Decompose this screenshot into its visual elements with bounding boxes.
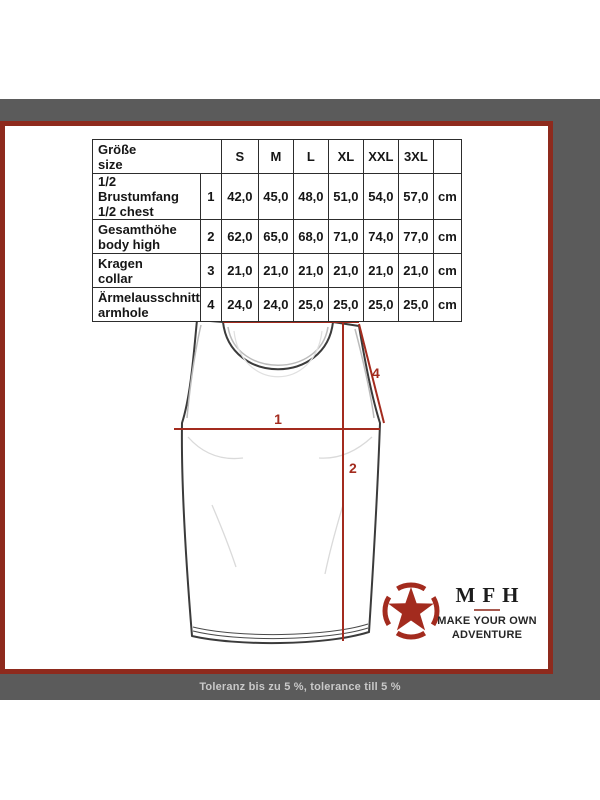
- unit-cell: cm: [432, 253, 462, 288]
- row-label-cell: Ärmelausschnitt armhole: [92, 287, 201, 322]
- value-cell: 51,0: [327, 173, 364, 220]
- row-label-de: Gesamthöhe: [98, 221, 177, 237]
- row-label-cell: 1/2 Brustumfang 1/2 chest: [92, 173, 201, 220]
- red-border-panel: 3 4 1 2 Größe: [0, 121, 553, 674]
- value-cell: 21,0: [257, 253, 294, 288]
- size-table: Größe size S M L XL XXL 3XL 1/2 Brustumf…: [92, 139, 462, 322]
- star-emblem-icon: [382, 582, 440, 640]
- size-header-en: size: [98, 156, 123, 172]
- table-row-armhole: Ärmelausschnitt armhole 4 24,0 24,0 25,0…: [92, 287, 462, 322]
- value-cell: 21,0: [362, 253, 399, 288]
- value-cell: 25,0: [292, 287, 329, 322]
- value-cell: 62,0: [220, 219, 259, 254]
- size-column-header: L: [292, 139, 329, 174]
- row-label-de: Ärmelausschnitt: [98, 289, 200, 305]
- value-cell: 24,0: [257, 287, 294, 322]
- tolerance-note: Toleranz bis zu 5 %, tolerance till 5 %: [199, 681, 401, 693]
- size-header-de: Größe: [98, 141, 137, 157]
- value-cell: 74,0: [362, 219, 399, 254]
- value-cell: 57,0: [397, 173, 434, 220]
- value-cell: 65,0: [257, 219, 294, 254]
- row-label-en: collar: [98, 270, 133, 286]
- wrinkle-line: [187, 436, 244, 460]
- mfh-logo: MFH MAKE YOUR OWN ADVENTURE: [435, 585, 539, 642]
- row-number-cell: 1: [199, 173, 222, 220]
- measurement-label-chest: 1: [274, 411, 282, 427]
- unit-column-header: [432, 139, 462, 174]
- unit-cell: cm: [432, 219, 462, 254]
- row-label-en: body high: [98, 236, 161, 252]
- value-cell: 68,0: [292, 219, 329, 254]
- row-number-cell: 2: [199, 219, 222, 254]
- value-cell: 42,0: [220, 173, 259, 220]
- value-cell: 21,0: [220, 253, 259, 288]
- measurement-line-armhole: [358, 323, 385, 424]
- value-cell: 25,0: [362, 287, 399, 322]
- measurement-label-armhole: 4: [372, 365, 380, 381]
- table-header-row: Größe size S M L XL XXL 3XL: [92, 139, 462, 174]
- value-cell: 25,0: [327, 287, 364, 322]
- hem-stitch-line: [192, 627, 369, 640]
- unit-cell: cm: [432, 287, 462, 322]
- left-armhole-inner-line: [186, 324, 202, 419]
- neckband-inner-line: [227, 326, 329, 366]
- value-cell: 21,0: [327, 253, 364, 288]
- value-cell: 54,0: [362, 173, 399, 220]
- value-cell: 21,0: [397, 253, 434, 288]
- row-label-de: Kragen: [98, 255, 143, 271]
- value-cell: 24,0: [220, 287, 259, 322]
- row-label-en: armhole: [98, 304, 149, 320]
- row-label-cell: Gesamthöhe body high: [92, 219, 201, 254]
- table-row-chest: 1/2 Brustumfang 1/2 chest 1 42,0 45,0 48…: [92, 173, 462, 220]
- wrinkle-line: [324, 504, 344, 575]
- table-row-body-height: Gesamthöhe body high 2 62,0 65,0 68,0 71…: [92, 219, 462, 254]
- row-label-cell: Kragen collar: [92, 253, 201, 288]
- value-cell: 71,0: [327, 219, 364, 254]
- measurement-label-height: 2: [349, 460, 357, 476]
- tank-top-diagram: 3 4 1 2: [174, 304, 440, 645]
- unit-cell: cm: [432, 173, 462, 220]
- wrinkle-line: [211, 504, 237, 568]
- size-column-header: XL: [327, 139, 364, 174]
- wrinkle-line: [318, 436, 373, 459]
- hem-stitch-line: [192, 623, 369, 636]
- size-column-header: M: [257, 139, 294, 174]
- value-cell: 21,0: [292, 253, 329, 288]
- value-cell: 48,0: [292, 173, 329, 220]
- value-cell: 45,0: [257, 173, 294, 220]
- size-header-cell: Größe size: [92, 139, 222, 174]
- neckline-shadow-line: [233, 330, 323, 378]
- gray-frame: 3 4 1 2 Größe: [0, 99, 600, 700]
- brand-divider: [474, 609, 500, 611]
- size-column-header: S: [220, 139, 259, 174]
- value-cell: 25,0: [397, 287, 434, 322]
- row-number-cell: 3: [199, 253, 222, 288]
- right-armhole-inner-line: [354, 328, 375, 419]
- size-column-header: XXL: [362, 139, 399, 174]
- row-label-de: 1/2 Brustumfang: [98, 174, 179, 204]
- value-cell: 77,0: [397, 219, 434, 254]
- brand-title: MFH: [455, 583, 526, 607]
- tagline-line2: ADVENTURE: [451, 628, 523, 641]
- row-number-cell: 4: [199, 287, 222, 322]
- tagline-line1: MAKE YOUR OWN: [437, 615, 537, 627]
- row-label-en: 1/2 chest: [98, 204, 154, 219]
- size-column-header: 3XL: [397, 139, 434, 174]
- tank-top-outline: [180, 319, 381, 645]
- table-row-collar: Kragen collar 3 21,0 21,0 21,0 21,0 21,0…: [92, 253, 462, 288]
